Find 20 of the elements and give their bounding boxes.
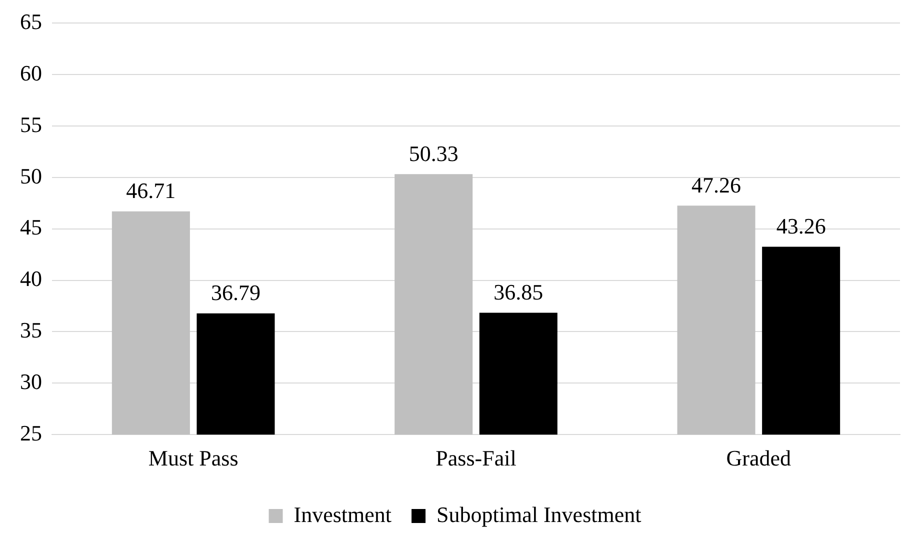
data-label: 43.26 bbox=[776, 214, 826, 239]
data-label: 47.26 bbox=[692, 172, 742, 198]
y-tick-label: 45 bbox=[20, 214, 42, 240]
data-label: 36.79 bbox=[210, 280, 260, 306]
y-tick-label: 55 bbox=[20, 112, 42, 137]
y-tick-label: 35 bbox=[20, 318, 42, 343]
y-tick-label: 25 bbox=[20, 420, 42, 446]
data-label: 50.33 bbox=[408, 140, 458, 166]
x-tick-label: Must Pass bbox=[148, 446, 238, 471]
x-tick-label: Graded bbox=[726, 446, 792, 471]
y-tick-label: 60 bbox=[20, 60, 42, 86]
y-tick-label: 65 bbox=[20, 8, 42, 34]
data-label: 46.71 bbox=[126, 178, 176, 204]
y-tick-label: 30 bbox=[20, 368, 42, 394]
x-tick-label: Pass-Fail bbox=[436, 446, 516, 471]
y-tick-label: 50 bbox=[20, 163, 42, 188]
legend-label: Suboptimal Investment bbox=[436, 502, 642, 527]
legend-label: Investment bbox=[294, 502, 392, 527]
y-tick-label: 40 bbox=[20, 266, 42, 292]
data-label: 36.85 bbox=[494, 280, 544, 305]
